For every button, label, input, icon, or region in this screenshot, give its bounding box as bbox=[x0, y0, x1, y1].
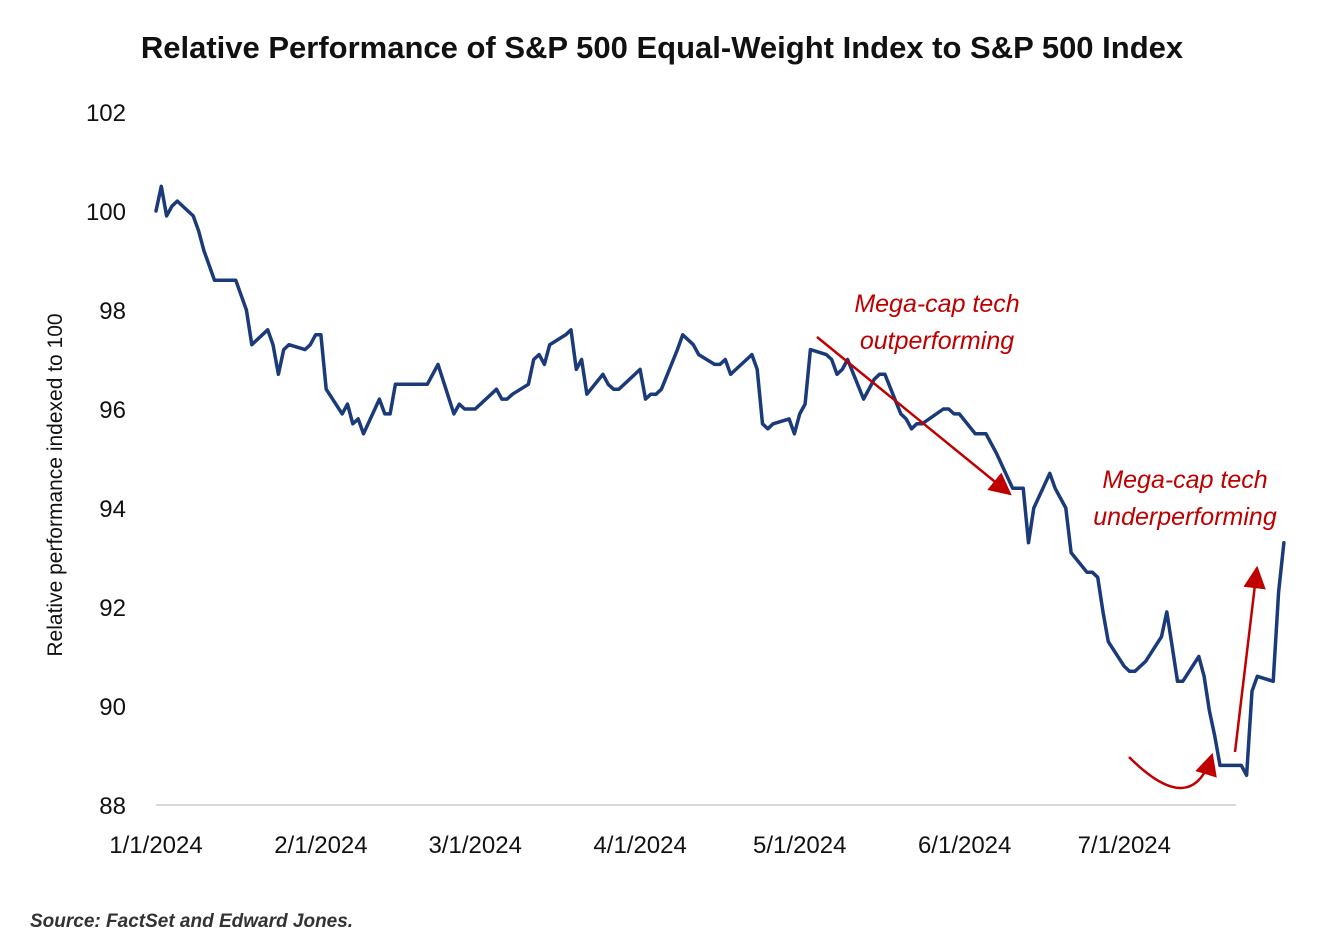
annotation-outperforming-line-1: Mega-cap tech bbox=[854, 290, 1019, 318]
x-tick-label: 6/1/2024 bbox=[918, 832, 1011, 859]
annotation-outperforming-line-2: outperforming bbox=[860, 327, 1014, 355]
y-tick-label: 100 bbox=[86, 199, 126, 226]
y-tick-label: 92 bbox=[99, 595, 126, 622]
y-tick-label: 90 bbox=[99, 694, 126, 721]
series-line bbox=[154, 184, 1286, 778]
underperforming-arrow bbox=[1233, 565, 1266, 753]
trough-curve-arrow bbox=[1128, 752, 1217, 790]
annotation-underperforming-line-2: underperforming bbox=[1093, 503, 1277, 531]
y-tick-label: 102 bbox=[86, 100, 126, 127]
y-tick-label: 98 bbox=[99, 298, 126, 325]
y-axis-ticks: 88 90 92 94 96 98 100 102 bbox=[86, 100, 126, 820]
x-tick-label: 4/1/2024 bbox=[593, 832, 686, 859]
x-axis-ticks: 1/1/2024 2/1/2024 3/1/2024 4/1/2024 5/1/2024… bbox=[109, 832, 1171, 859]
x-tick-label: 7/1/2024 bbox=[1078, 832, 1171, 859]
chart-title: Relative Performance of S&P 500 Equal-We… bbox=[141, 30, 1184, 65]
y-axis-label: Relative performance indexed to 100 bbox=[44, 313, 67, 656]
y-tick-label: 96 bbox=[99, 397, 126, 424]
y-tick-label: 88 bbox=[99, 793, 126, 820]
annotation-underperforming: Mega-cap tech underperforming bbox=[1093, 466, 1277, 790]
x-tick-label: 2/1/2024 bbox=[274, 832, 367, 859]
x-tick-label: 5/1/2024 bbox=[753, 832, 846, 859]
x-tick-label: 3/1/2024 bbox=[429, 832, 522, 859]
annotation-outperforming: Mega-cap tech outperforming bbox=[816, 290, 1020, 496]
x-tick-label: 1/1/2024 bbox=[109, 832, 202, 859]
source-note: Source: FactSet and Edward Jones. bbox=[30, 911, 353, 932]
annotation-underperforming-line-1: Mega-cap tech bbox=[1102, 466, 1267, 494]
y-tick-label: 94 bbox=[99, 496, 126, 523]
outperforming-arrow bbox=[816, 336, 1012, 496]
